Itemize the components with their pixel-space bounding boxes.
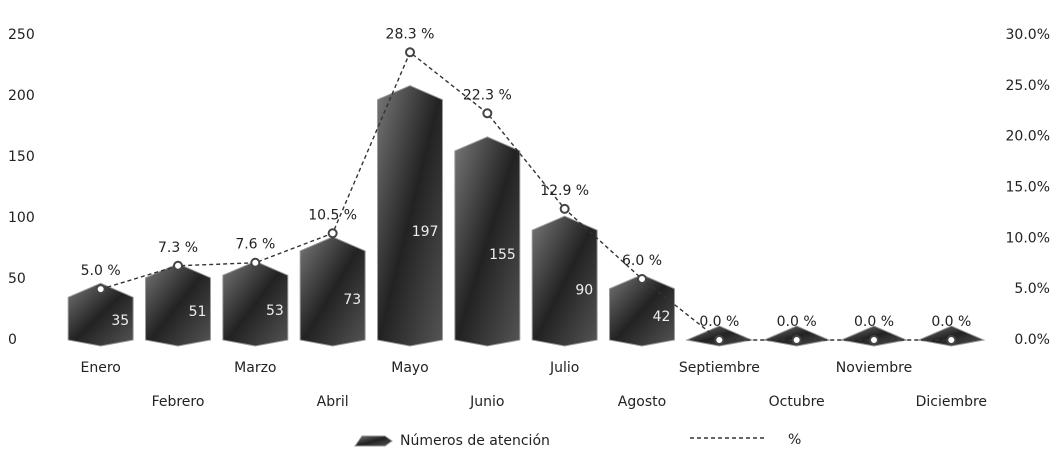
bar [299, 236, 366, 347]
line-value-label: 22.3 % [463, 87, 512, 103]
y-tick-label: 150 [8, 149, 35, 165]
line-value-label: 28.3 % [386, 26, 435, 42]
bar [377, 85, 443, 347]
bar-value-label: 73 [343, 292, 361, 308]
line-value-label: 0.0 % [777, 314, 817, 330]
line-marker [791, 335, 802, 345]
bar-value-label: 155 [489, 247, 516, 263]
bar-value-label: 51 [189, 304, 207, 320]
x-tick-label: Octubre [769, 394, 825, 410]
line-marker [869, 335, 879, 345]
y2-tick-label: 25.0% [1006, 78, 1050, 94]
line-value-label: 0.0 % [699, 314, 739, 330]
x-tick-label: Febrero [152, 394, 205, 410]
line-marker [714, 335, 725, 345]
bar [222, 260, 289, 347]
x-tick-label: Diciembre [916, 394, 987, 410]
x-tick-label: Agosto [618, 394, 666, 410]
line-value-label: 0.0 % [854, 314, 894, 330]
line-marker [95, 284, 106, 295]
bar-value-label: 53 [266, 303, 284, 319]
line [100, 51, 952, 341]
line-marker [946, 335, 957, 345]
x-tick-label: Abril [317, 394, 349, 410]
y-tick-label: 0 [8, 332, 17, 348]
legend-label: % [788, 432, 801, 448]
x-tick-label: Enero [80, 360, 120, 376]
line-value-label: 12.9 % [540, 183, 589, 199]
bar [145, 263, 211, 347]
line-value-label: 0.0 % [931, 314, 971, 330]
bar [454, 136, 521, 347]
x-tick-label: Mayo [391, 360, 429, 376]
bar [67, 282, 134, 347]
line-marker [327, 228, 338, 239]
line-marker [482, 108, 493, 119]
x-tick-label: Septiembre [679, 360, 760, 376]
x-tick-label: Noviembre [836, 360, 912, 376]
bar-value-label: 35 [111, 313, 129, 329]
line-marker [405, 47, 415, 58]
bar [531, 215, 598, 347]
y2-tick-label: 20.0% [1006, 129, 1050, 145]
y2-tick-label: 15.0% [1006, 180, 1050, 196]
x-tick-label: Marzo [234, 360, 276, 376]
line-marker [559, 203, 570, 214]
line-marker [637, 274, 647, 284]
bar-value-label: 197 [412, 224, 439, 240]
line-value-label: 5.0 % [81, 263, 121, 279]
line-marker [173, 260, 183, 271]
bar-value-label: 42 [653, 309, 671, 325]
y2-tick-label: 30.0% [1006, 27, 1050, 43]
legend-bar-icon [354, 435, 393, 447]
line-value-label: 7.6 % [235, 237, 275, 253]
x-tick-label: Junio [469, 394, 504, 410]
y2-tick-label: 10.0% [1006, 230, 1050, 246]
y-tick-label: 250 [8, 27, 35, 43]
legend-label: Números de atención [400, 433, 550, 449]
y-tick-label: 200 [8, 88, 35, 104]
line-value-label: 6.0 % [622, 253, 662, 269]
line-value-label: 7.3 % [158, 240, 198, 256]
y2-tick-label: 0.0% [1014, 332, 1050, 348]
y-tick-label: 50 [8, 271, 26, 287]
line-value-label: 10.5 % [308, 207, 357, 223]
x-tick-label: Julio [549, 360, 579, 376]
line-marker [250, 257, 261, 268]
bar-value-label: 90 [575, 283, 593, 299]
y-tick-label: 100 [8, 210, 35, 226]
y2-tick-label: 5.0% [1014, 281, 1050, 297]
